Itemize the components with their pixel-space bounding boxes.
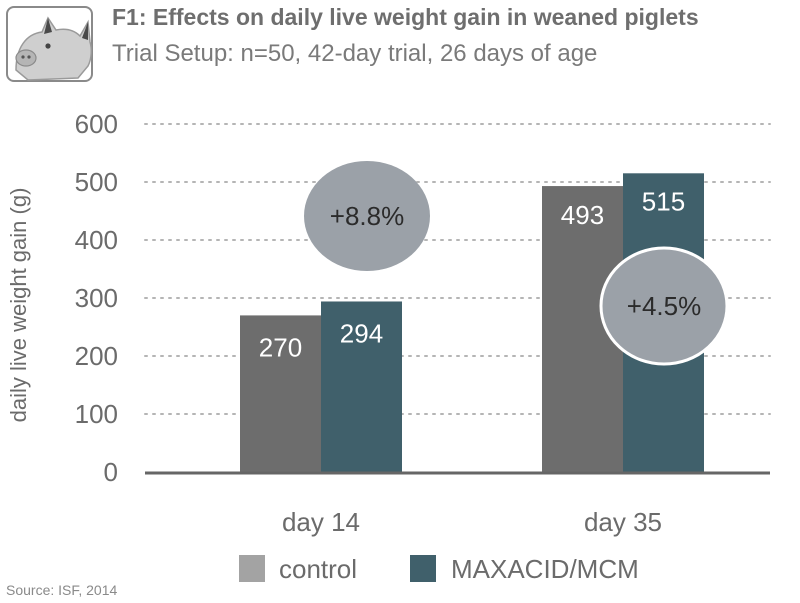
y-tick-label: 500 [75, 167, 118, 197]
legend-swatch-control [239, 555, 265, 582]
annotation-bubble [599, 246, 729, 366]
logo-badge [6, 6, 93, 82]
annotation-label: +4.5% [627, 291, 701, 321]
source-note: Source: ISF, 2014 [6, 582, 118, 598]
annotation-label: +8.8% [330, 201, 404, 231]
y-tick-label: 0 [104, 457, 118, 487]
y-tick-label: 300 [75, 283, 118, 313]
x-tick-label: day 14 [282, 507, 360, 537]
x-axis-ticks: day 14 day 35 [282, 507, 662, 537]
bar-value-label: 294 [340, 318, 383, 348]
y-tick-label: 100 [75, 399, 118, 429]
chart-subtitle: Trial Setup: n=50, 42-day trial, 26 days… [112, 40, 598, 67]
chart-title: F1: Effects on daily live weight gain in… [112, 4, 699, 30]
legend-swatch-treatment [410, 555, 436, 582]
y-tick-label: 200 [75, 341, 118, 371]
bar-value-label: 515 [642, 186, 685, 216]
y-axis-ticks: 0 100 200 300 400 500 600 [75, 109, 118, 487]
x-tick-label: day 35 [584, 507, 662, 537]
bar-value-label: 493 [561, 200, 604, 230]
bar-control-day-14 [240, 315, 321, 472]
pig-icon [15, 16, 93, 81]
y-axis-label: daily live weight gain (g) [6, 188, 31, 423]
y-tick-label: 400 [75, 225, 118, 255]
legend-label: control [279, 554, 357, 584]
bar-treatment-day-14 [321, 301, 402, 472]
legend: control MAXACID/MCM [239, 554, 639, 584]
bar-value-label: 270 [259, 332, 302, 362]
annotations: +8.8% +4.5% [304, 161, 729, 366]
annotation-bubble [304, 161, 430, 271]
y-tick-label: 600 [75, 109, 118, 139]
legend-label: MAXACID/MCM [451, 554, 639, 584]
